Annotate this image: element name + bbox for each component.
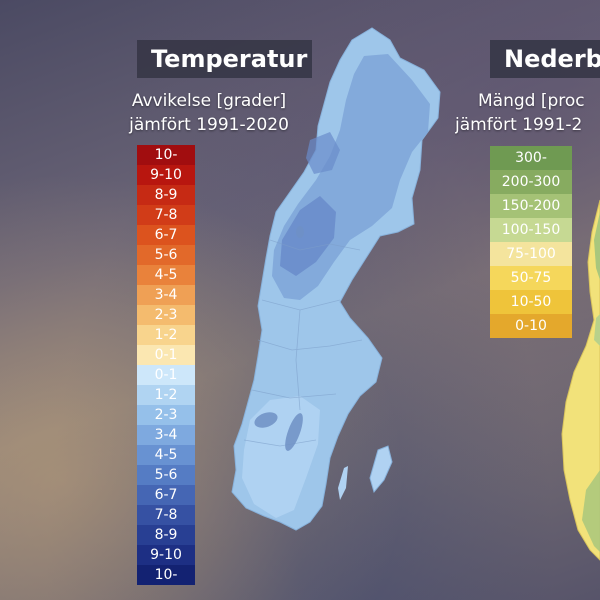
temperature-legend-item: 9-10	[137, 165, 195, 185]
precipitation-map	[561, 199, 600, 561]
precipitation-subtitle-unit: Mängd [proc	[478, 91, 585, 111]
precipitation-green-region	[594, 212, 600, 280]
temperature-legend-item: 10-	[137, 145, 195, 165]
temperature-legend-item: 8-9	[137, 525, 195, 545]
temperature-subtitle-unit: Avvikelse [grader]	[131, 91, 287, 111]
precipitation-legend-item: 150-200	[490, 194, 572, 218]
temperature-legend-item: 8-9	[137, 185, 195, 205]
precipitation-legend-item: 200-300	[490, 170, 572, 194]
precipitation-legend-item: 50-75	[490, 266, 572, 290]
temperature-legend: 10- 9-10 8-9 7-8 6-7 5-6 4-5 3-4 2-3 1-2 0-1 0-1 1-2…	[137, 145, 195, 585]
temperature-legend-item: 2-3	[137, 405, 195, 425]
temperature-darkest-region	[280, 196, 336, 276]
temperature-legend-item: 6-7	[137, 225, 195, 245]
region-borders	[243, 239, 363, 447]
oland-island	[338, 466, 348, 500]
temperature-legend-item: 4-5	[137, 265, 195, 285]
precipitation-green-spot	[594, 314, 600, 346]
precipitation-legend-item: 100-150	[490, 218, 572, 242]
temperature-legend-item: 1-2	[137, 325, 195, 345]
temperature-legend-item: 0-1	[137, 365, 195, 385]
precipitation-legend-item: 75-100	[490, 242, 572, 266]
temperature-legend-item: 4-5	[137, 445, 195, 465]
temperature-legend-item: 1-2	[137, 385, 195, 405]
temperature-legend-item: 5-6	[137, 245, 195, 265]
temperature-legend-item: 5-6	[137, 465, 195, 485]
temperature-legend-item: 7-8	[137, 505, 195, 525]
lakes	[254, 226, 304, 451]
temperature-legend-item: 10-	[137, 565, 195, 585]
precipitation-subtitle-period: jämfört 1991-2	[455, 115, 583, 135]
precipitation-legend-item: 300-	[490, 146, 572, 170]
precipitation-legend: 300- 200-300 150-200 100-150 75-100 50-75 10-5…	[490, 146, 572, 338]
precipitation-legend-item: 10-50	[490, 290, 572, 314]
precipitation-green-region-south	[582, 470, 600, 552]
temperature-legend-item: 6-7	[137, 485, 195, 505]
temperature-subtitle-period: jämfört 1991-2020	[129, 115, 289, 135]
temperature-legend-item: 3-4	[137, 285, 195, 305]
temperature-legend-item: 2-3	[137, 305, 195, 325]
precipitation-legend-item: 0-10	[490, 314, 572, 338]
temperature-title: Temperatur	[137, 40, 312, 78]
temperature-dark-spot	[306, 132, 340, 174]
gotland-island	[369, 445, 393, 494]
precipitation-title: Nederbo	[490, 40, 600, 78]
temperature-legend-item: 9-10	[137, 545, 195, 565]
temperature-legend-item: 7-8	[137, 205, 195, 225]
temperature-legend-item: 3-4	[137, 425, 195, 445]
temperature-legend-item: 0-1	[137, 345, 195, 365]
